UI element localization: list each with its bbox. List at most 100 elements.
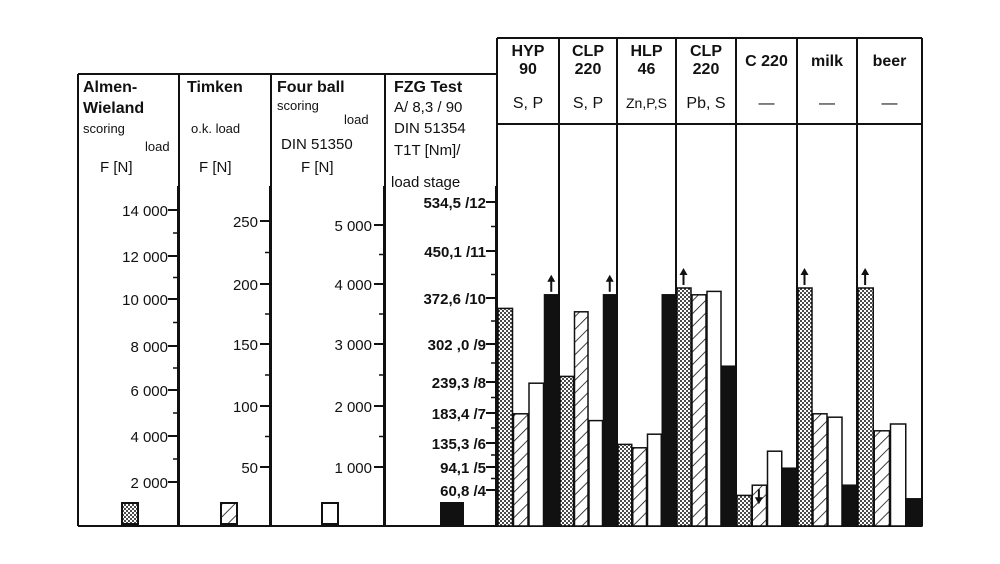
fourball-unit: F [N] <box>301 159 334 176</box>
fourball-header: Four ball <box>277 79 345 96</box>
timken-header: Timken <box>187 79 243 96</box>
fzg-tick-label: 302 ,0 /9 <box>428 337 486 354</box>
bar <box>857 287 874 527</box>
group-name: 46 <box>638 61 656 78</box>
bar <box>906 498 923 527</box>
group-name: HLP <box>631 43 663 60</box>
timken-sub: o.k. load <box>191 121 240 136</box>
timken-tick-label: 50 <box>241 460 258 477</box>
arrow-up-head <box>547 274 556 282</box>
bar <box>528 382 545 527</box>
bar <box>812 413 828 527</box>
group-name: C 220 <box>745 53 788 70</box>
bar <box>617 443 633 527</box>
fzg-tick-label: 239,3 /8 <box>432 375 486 392</box>
fourball-tick-label: 4 000 <box>334 277 372 294</box>
bar <box>751 484 768 527</box>
legend <box>121 502 464 525</box>
almen-ticks: 14 000 12 000 10 000 8 000 6 000 4 000 2 000 <box>122 203 178 492</box>
bar <box>889 423 907 527</box>
group-name: 220 <box>575 61 602 78</box>
almen-sub: scoring <box>83 121 125 136</box>
bar <box>766 450 783 527</box>
arrow-up-head <box>861 268 870 275</box>
group-name: CLP <box>690 43 722 60</box>
bar <box>691 294 707 527</box>
almen-tick-label: 12 000 <box>122 249 168 266</box>
fourball-tick-label: 1 000 <box>334 460 372 477</box>
group-name: milk <box>811 53 843 70</box>
fzg-tick-label: 135,3 /6 <box>432 436 486 453</box>
timken-unit: F [N] <box>199 159 232 176</box>
fzg-header-1: FZG Test <box>394 79 463 96</box>
bar <box>782 467 798 527</box>
fzg-tick-label: 183,4 /7 <box>432 406 486 423</box>
arrow-up-head <box>679 268 688 275</box>
bar <box>512 413 529 527</box>
legend-swatch-black <box>440 502 464 525</box>
bar <box>632 447 648 527</box>
arrow-up-head <box>800 268 809 275</box>
timken-ticks: 250 200 150 100 50 <box>233 214 270 477</box>
bar <box>736 494 752 527</box>
fourball-tick-label: 5 000 <box>334 218 372 235</box>
group-additives: S, P <box>513 95 543 112</box>
bar <box>661 294 677 527</box>
fzg-header-4: T1T [Nm]/ <box>394 142 461 159</box>
fourball-sub-suffix: load <box>344 112 369 127</box>
bar <box>827 416 843 527</box>
arrows <box>547 268 870 505</box>
bar <box>602 294 618 527</box>
legend-swatch-hatch <box>220 502 238 525</box>
timken-tick-label: 200 <box>233 277 258 294</box>
almen-header-1: Almen- <box>83 79 137 96</box>
almen-tick-label: 2 000 <box>130 475 168 492</box>
bar <box>842 484 858 527</box>
fzg-header-3: DIN 51354 <box>394 120 466 137</box>
legend-swatch-white <box>321 502 339 525</box>
group-additives: Pb, S <box>686 95 725 112</box>
almen-sub-suffix: load <box>145 139 170 154</box>
fzg-ticks: 534,5 /12 450,1 /11 372,6 /10 302 ,0 /9 239,… <box>423 195 496 500</box>
fzg-tick-label: 94,1 /5 <box>440 460 486 477</box>
fourball-sub: scoring <box>277 98 319 113</box>
fzg-tick-label: 450,1 /11 <box>424 244 486 261</box>
scale-timken: Timken o.k. load F [N] <box>187 79 271 526</box>
almen-header-2: Wieland <box>83 100 144 117</box>
bar <box>543 294 560 527</box>
group-additives: — <box>882 95 898 112</box>
fourball-ticks: 5 000 4 000 3 000 2 000 1 000 <box>334 218 384 477</box>
bar <box>873 430 891 527</box>
almen-tick-label: 6 000 <box>130 383 168 400</box>
group-name: HYP <box>512 43 545 60</box>
group-name: CLP <box>572 43 604 60</box>
almen-unit: F [N] <box>100 159 133 176</box>
almen-tick-label: 10 000 <box>122 292 168 309</box>
fourball-tick-label: 3 000 <box>334 337 372 354</box>
scale-fourball: Four ball scoring load DIN 51350 F [N] <box>277 79 385 526</box>
legend-swatch-dots <box>121 502 139 525</box>
timken-tick-label: 150 <box>233 337 258 354</box>
fzg-tick-label: 534,5 /12 <box>423 195 486 212</box>
bar <box>676 287 692 527</box>
arrow-down-head <box>754 497 763 505</box>
bar <box>797 287 813 527</box>
fourball-tick-label: 2 000 <box>334 399 372 416</box>
bar <box>559 375 575 527</box>
group-name: beer <box>873 53 907 70</box>
bar <box>588 419 604 527</box>
group-name: 220 <box>693 61 720 78</box>
fourball-unit2: DIN 51350 <box>281 136 353 153</box>
bar <box>573 311 589 527</box>
almen-tick-label: 14 000 <box>122 203 168 220</box>
group-additives: — <box>819 95 835 112</box>
bar <box>646 433 662 527</box>
group-additives: S, P <box>573 95 603 112</box>
group-name: 90 <box>519 61 537 78</box>
almen-tick-label: 8 000 <box>130 339 168 356</box>
bar <box>706 290 722 527</box>
fzg-tick-label: 372,6 /10 <box>423 291 486 308</box>
arrow-up-head <box>605 274 614 282</box>
scale-almen: Almen- Wieland scoring load F [N] <box>83 79 179 526</box>
